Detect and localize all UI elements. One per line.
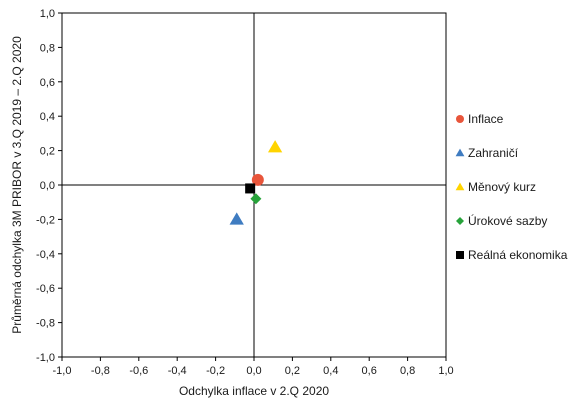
y-tick-label: 0,0 [40,180,55,192]
y-tick-label: -0,4 [36,249,55,261]
legend-marker-urokove-sazby [456,217,464,225]
data-point-menovy-kurz [267,140,283,153]
legend-label-inflace: Inflace [468,112,504,126]
x-tick-label: 0,0 [246,365,261,377]
legend-marker-zahranici [455,148,465,157]
y-axis-ticks: 1,0 0,8 0,6 0,4 0,2 0,0 -0,2 -0,4 -0,6 -0,8 -1,0 [36,8,62,364]
y-tick-label: 0,4 [40,111,55,123]
legend-label-zahranici: Zahraničí [468,146,519,160]
x-tick-label: 1,0 [438,365,453,377]
legend-label-urokove-sazby: Úrokové sazby [468,213,547,228]
data-point-zahranici [229,212,244,225]
legend-marker-inflace [456,115,464,123]
x-tick-label: 0,6 [362,365,377,377]
legend: Inflace Zahraničí Měnový kurz Úrokové sazby… [455,112,568,262]
x-tick-label: -0,6 [129,365,148,377]
data-points [229,140,283,225]
y-tick-label: 0,8 [40,42,55,54]
x-tick-label: 0,8 [400,365,415,377]
y-axis-title: Průměrná odchylka 3M PRIBOR v 3.Q 2019 –… [10,36,24,334]
x-tick-label: -0,4 [168,365,187,377]
y-tick-label: -0,8 [36,318,55,330]
y-tick-label: -1,0 [36,352,55,364]
y-tick-label: 0,2 [40,146,55,158]
x-axis-title: Odchylka inflace v 2.Q 2020 [179,384,329,398]
y-tick-label: -0,6 [36,283,55,295]
y-tick-label: -0,2 [36,214,55,226]
data-point-realna-ekonomika [245,183,256,194]
legend-label-menovy-kurz: Měnový kurz [468,180,536,194]
legend-marker-realna-ekonomika [456,251,464,259]
x-tick-label: -0,2 [206,365,225,377]
data-point-urokove-sazby [250,193,262,205]
data-point-inflace [251,173,264,186]
legend-label-realna-ekonomika: Reálná ekonomika [468,248,568,262]
y-tick-label: 0,6 [40,77,55,89]
legend-marker-menovy-kurz [455,182,465,191]
y-tick-label: 1,0 [40,8,55,20]
x-tick-label: -0,8 [91,365,110,377]
x-tick-label: -1,0 [53,365,72,377]
x-axis-ticks: -1,0 -0,8 -0,6 -0,4 -0,2 0,0 0,2 0,4 0,6 0,8 1,0 [53,357,454,377]
x-tick-label: 0,4 [323,365,338,377]
x-tick-label: 0,2 [285,365,300,377]
